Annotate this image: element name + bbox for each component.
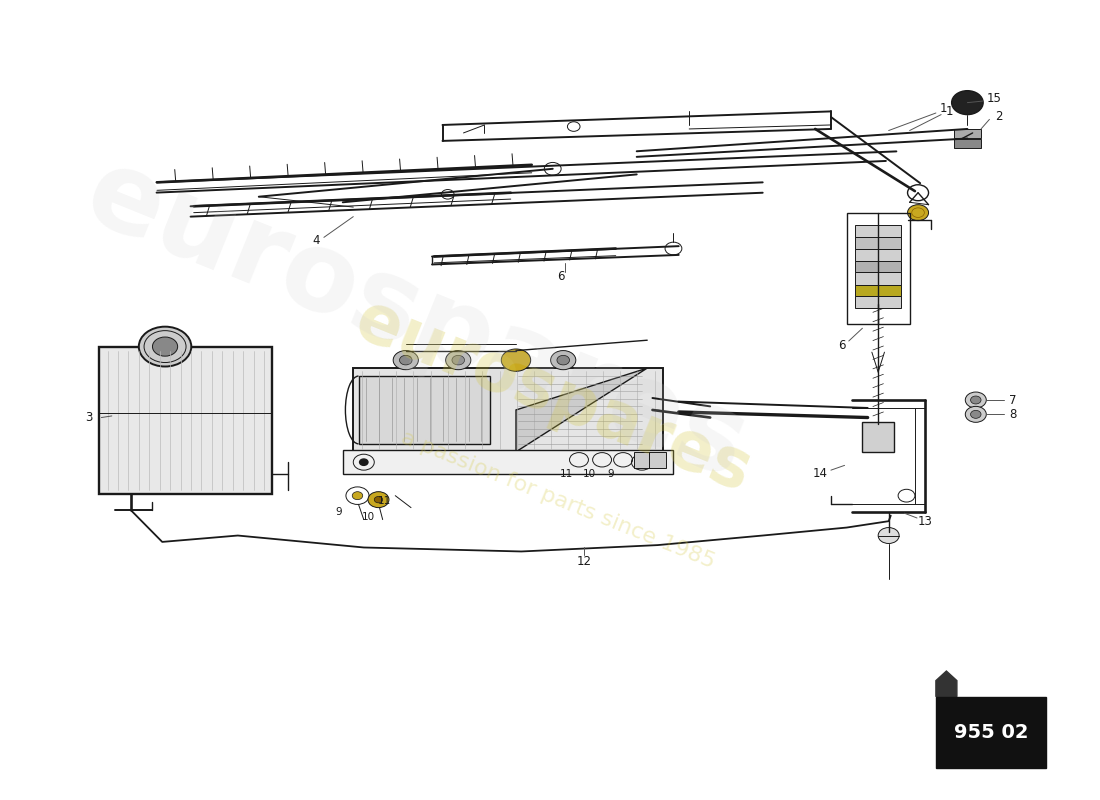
- Text: 11: 11: [560, 469, 573, 479]
- Circle shape: [966, 406, 987, 422]
- Text: 15: 15: [987, 92, 1001, 105]
- Circle shape: [966, 392, 987, 408]
- Text: eurospares: eurospares: [345, 286, 760, 506]
- Text: 14: 14: [813, 467, 828, 480]
- Bar: [649, 452, 667, 468]
- Circle shape: [368, 492, 389, 508]
- Circle shape: [441, 190, 454, 199]
- Bar: [855, 225, 901, 238]
- Circle shape: [544, 162, 561, 175]
- Bar: [343, 450, 673, 474]
- Text: 6: 6: [558, 270, 565, 283]
- Circle shape: [504, 350, 529, 370]
- Circle shape: [446, 350, 471, 370]
- Bar: [855, 249, 901, 262]
- Text: 9: 9: [607, 469, 614, 479]
- Text: 10: 10: [362, 512, 374, 522]
- Bar: [847, 213, 910, 324]
- Circle shape: [502, 349, 530, 371]
- Text: 6: 6: [838, 339, 845, 352]
- Text: a passion for parts since 1985: a passion for parts since 1985: [398, 427, 718, 572]
- Bar: [855, 295, 901, 308]
- Bar: [359, 376, 490, 444]
- Text: 3: 3: [85, 411, 92, 424]
- Text: 7: 7: [1009, 394, 1016, 406]
- Circle shape: [557, 355, 570, 365]
- Circle shape: [509, 355, 522, 365]
- Text: 11: 11: [378, 496, 392, 506]
- Circle shape: [970, 410, 981, 418]
- Circle shape: [153, 337, 178, 356]
- Bar: [634, 452, 650, 468]
- Circle shape: [352, 492, 363, 500]
- Text: 10: 10: [583, 469, 596, 479]
- Circle shape: [952, 90, 983, 114]
- Text: 2: 2: [996, 110, 1002, 123]
- Text: 12: 12: [576, 554, 592, 567]
- Text: 13: 13: [918, 514, 933, 528]
- Text: 1: 1: [946, 105, 954, 118]
- Circle shape: [878, 527, 899, 543]
- Circle shape: [908, 185, 928, 201]
- Bar: [855, 273, 901, 286]
- Bar: [954, 139, 981, 148]
- Circle shape: [139, 326, 191, 366]
- Bar: [954, 129, 981, 138]
- Circle shape: [399, 355, 412, 365]
- Bar: [855, 238, 901, 249]
- Circle shape: [393, 350, 418, 370]
- Text: 955 02: 955 02: [955, 723, 1028, 742]
- Text: 4: 4: [312, 234, 320, 247]
- Bar: [353, 368, 663, 452]
- Bar: [855, 262, 901, 273]
- Text: 9: 9: [336, 506, 342, 517]
- Circle shape: [374, 497, 383, 503]
- Bar: [862, 422, 894, 452]
- Circle shape: [908, 205, 928, 221]
- Text: eurospares: eurospares: [70, 139, 762, 502]
- Circle shape: [666, 242, 682, 255]
- Circle shape: [551, 350, 575, 370]
- Circle shape: [452, 355, 464, 365]
- Circle shape: [912, 208, 924, 218]
- Bar: [855, 286, 901, 295]
- Text: 8: 8: [1009, 408, 1016, 421]
- Circle shape: [638, 459, 646, 466]
- Bar: [99, 346, 273, 494]
- Circle shape: [360, 459, 368, 466]
- Circle shape: [970, 396, 981, 404]
- Text: 1: 1: [939, 102, 947, 114]
- Polygon shape: [516, 368, 647, 452]
- Polygon shape: [936, 671, 957, 697]
- Bar: [936, 697, 1046, 768]
